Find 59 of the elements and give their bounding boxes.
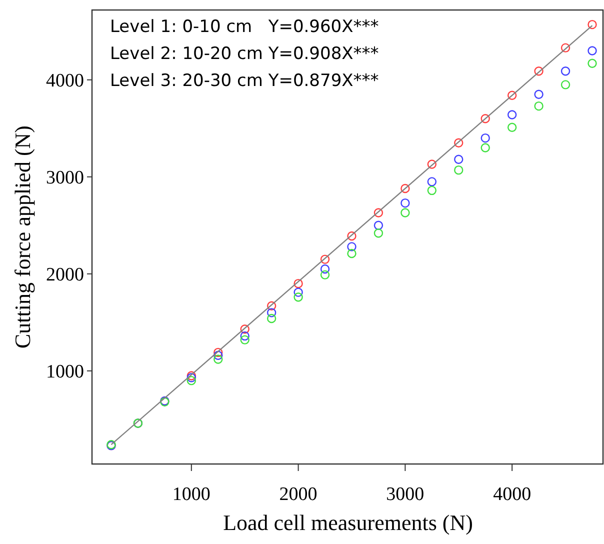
point: [400, 208, 410, 218]
point: [454, 165, 464, 175]
point: [294, 278, 303, 288]
point: [347, 248, 356, 258]
point: [427, 186, 437, 196]
point: [534, 101, 544, 111]
point: [507, 90, 517, 100]
y-tick-label: 4000: [46, 70, 84, 92]
annotation: Level 2: 10-20 cm Y=0.908X***: [110, 44, 379, 64]
x-axis-title: Load cell measurements (N): [223, 510, 473, 535]
point: [214, 354, 223, 364]
y-axis-title: Cutting force applied (N): [10, 126, 35, 348]
point: [427, 177, 437, 186]
point: [294, 288, 303, 297]
point: [214, 350, 223, 360]
point: [347, 231, 356, 241]
point: [186, 376, 196, 386]
point: [374, 228, 384, 238]
point: [240, 324, 250, 334]
point: [374, 220, 384, 230]
point: [400, 198, 410, 208]
y-tick-label: 3000: [46, 168, 84, 189]
point: [454, 138, 464, 148]
annotation: Level 1: 0-10 cm Y=0.960X***: [110, 17, 379, 37]
point: [320, 254, 330, 264]
x-tick-label: 2000: [279, 484, 318, 505]
point: [400, 184, 410, 194]
point: [534, 66, 544, 76]
point: [507, 122, 517, 132]
point: [427, 160, 437, 169]
point: [266, 308, 276, 318]
point: [588, 20, 597, 30]
point: [454, 154, 464, 164]
point: [480, 133, 490, 143]
point: [588, 46, 597, 56]
point: [560, 43, 570, 52]
point: [214, 348, 223, 358]
point: [320, 270, 330, 280]
y-tick-label: 1000: [46, 362, 84, 383]
point: [480, 114, 490, 124]
point: [240, 335, 250, 344]
point: [294, 292, 303, 302]
x-tick-label: 3000: [386, 484, 424, 505]
point: [320, 264, 330, 274]
point: [240, 331, 250, 341]
point: [560, 66, 570, 76]
point: [266, 314, 276, 324]
x-tick-label: 4000: [493, 484, 532, 505]
y-tick-label: 2000: [46, 264, 84, 286]
point: [374, 208, 384, 218]
point: [588, 58, 597, 68]
point: [560, 80, 570, 90]
annotation: Level 3: 20-30 cm Y=0.879X***: [110, 71, 379, 91]
point: [266, 301, 276, 310]
point: [347, 242, 356, 252]
x-tick-label: 1000: [172, 484, 210, 505]
point: [534, 90, 544, 99]
point: [480, 143, 490, 152]
point: [507, 110, 517, 120]
